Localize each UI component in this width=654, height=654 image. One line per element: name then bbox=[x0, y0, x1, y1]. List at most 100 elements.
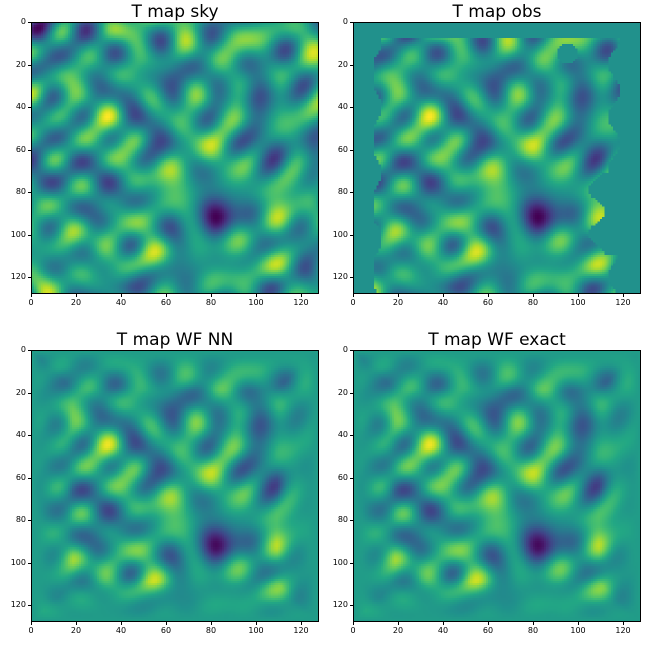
x-tick-mark bbox=[121, 622, 122, 625]
y-tick-label: 20 bbox=[15, 387, 26, 397]
y-tick-mark bbox=[28, 350, 31, 351]
y-tick-mark bbox=[28, 192, 31, 193]
y-tick-mark bbox=[28, 435, 31, 436]
x-tick-mark bbox=[121, 294, 122, 297]
y-tick-mark bbox=[350, 477, 353, 479]
y-tick-mark bbox=[28, 234, 31, 236]
y-tick-label: 40 bbox=[337, 430, 348, 439]
y-tick-mark bbox=[350, 350, 353, 351]
x-tick-label: 0 bbox=[350, 298, 356, 307]
x-tick-label: 120 bbox=[293, 626, 309, 635]
x-tick-label: 100 bbox=[248, 298, 264, 307]
x-tick-label: 0 bbox=[28, 298, 34, 307]
y-tick-label: 0 bbox=[342, 345, 348, 354]
y-tick-mark bbox=[350, 520, 353, 521]
x-tick-mark bbox=[353, 622, 354, 625]
y-tick-label: 100 bbox=[10, 557, 26, 567]
x-tick-label: 40 bbox=[437, 298, 449, 307]
y-tick-mark bbox=[350, 277, 353, 278]
x-tick-mark bbox=[578, 622, 579, 625]
y-tick-label: 120 bbox=[10, 272, 26, 281]
x-tick-mark bbox=[256, 622, 257, 625]
x-tick-mark bbox=[623, 622, 624, 625]
y-tick-mark bbox=[28, 520, 31, 521]
y-tick-label: 40 bbox=[15, 430, 26, 439]
x-tick-label: 40 bbox=[115, 626, 127, 635]
temperature-map-wfnn bbox=[31, 350, 319, 622]
x-tick-label: 20 bbox=[392, 298, 404, 307]
x-tick-mark bbox=[166, 294, 167, 297]
x-tick-mark bbox=[488, 294, 489, 297]
x-tick-label: 80 bbox=[527, 298, 539, 307]
panel-title-obs: T map obs bbox=[452, 2, 542, 22]
y-tick-mark bbox=[350, 64, 353, 66]
y-tick-mark bbox=[350, 435, 353, 436]
y-tick-label: 60 bbox=[337, 144, 348, 154]
x-tick-mark bbox=[623, 294, 624, 297]
x-tick-mark bbox=[211, 622, 212, 625]
x-tick-label: 0 bbox=[28, 626, 34, 635]
y-tick-label: 20 bbox=[337, 387, 348, 397]
x-tick-label: 60 bbox=[160, 298, 172, 307]
y-tick-mark bbox=[28, 149, 31, 151]
x-tick-label: 40 bbox=[437, 626, 449, 635]
x-tick-mark bbox=[301, 294, 302, 297]
x-tick-label: 20 bbox=[70, 626, 82, 635]
y-tick-mark bbox=[350, 192, 353, 193]
y-tick-label: 100 bbox=[10, 229, 26, 239]
y-tick-label: 20 bbox=[15, 59, 26, 69]
y-tick-label: 0 bbox=[20, 345, 26, 354]
y-tick-mark bbox=[350, 234, 353, 236]
x-tick-mark bbox=[353, 294, 354, 297]
x-tick-mark bbox=[398, 622, 399, 625]
x-tick-mark bbox=[256, 294, 257, 297]
y-tick-label: 80 bbox=[15, 515, 26, 524]
x-tick-label: 20 bbox=[392, 626, 404, 635]
y-tick-label: 120 bbox=[332, 600, 348, 609]
x-tick-label: 80 bbox=[205, 298, 217, 307]
x-tick-label: 100 bbox=[570, 298, 586, 307]
x-tick-label: 40 bbox=[115, 298, 127, 307]
x-tick-mark bbox=[578, 294, 579, 297]
y-tick-mark bbox=[350, 107, 353, 108]
y-tick-label: 80 bbox=[337, 187, 348, 196]
y-tick-label: 40 bbox=[15, 102, 26, 111]
y-tick-mark bbox=[28, 277, 31, 278]
y-tick-mark bbox=[28, 107, 31, 108]
x-tick-label: 60 bbox=[160, 626, 172, 635]
y-tick-label: 60 bbox=[337, 472, 348, 482]
x-tick-label: 80 bbox=[205, 626, 217, 635]
y-tick-mark bbox=[28, 392, 31, 394]
x-tick-mark bbox=[166, 622, 167, 625]
y-tick-mark bbox=[350, 392, 353, 394]
panel-title-wfexact: T map WF exact bbox=[428, 330, 566, 350]
x-tick-label: 0 bbox=[350, 626, 356, 635]
y-tick-label: 80 bbox=[337, 515, 348, 524]
y-tick-label: 80 bbox=[15, 187, 26, 196]
y-tick-mark bbox=[350, 605, 353, 606]
y-tick-label: 20 bbox=[337, 59, 348, 69]
x-tick-mark bbox=[443, 294, 444, 297]
temperature-map-obs bbox=[353, 22, 641, 294]
x-tick-mark bbox=[488, 622, 489, 625]
y-tick-label: 60 bbox=[15, 472, 26, 482]
x-tick-mark bbox=[533, 622, 534, 625]
x-tick-label: 80 bbox=[527, 626, 539, 635]
y-tick-label: 60 bbox=[15, 144, 26, 154]
y-tick-mark bbox=[28, 64, 31, 66]
x-tick-mark bbox=[443, 622, 444, 625]
x-tick-label: 120 bbox=[293, 298, 309, 307]
x-tick-label: 20 bbox=[70, 298, 82, 307]
x-tick-mark bbox=[533, 294, 534, 297]
y-tick-mark bbox=[350, 22, 353, 23]
x-tick-mark bbox=[301, 622, 302, 625]
y-tick-mark bbox=[28, 562, 31, 564]
y-tick-mark bbox=[350, 149, 353, 151]
x-tick-label: 100 bbox=[248, 626, 264, 635]
x-tick-mark bbox=[76, 622, 77, 625]
y-tick-mark bbox=[350, 562, 353, 564]
y-tick-mark bbox=[28, 22, 31, 23]
y-tick-mark bbox=[28, 477, 31, 479]
x-tick-label: 100 bbox=[570, 626, 586, 635]
x-tick-mark bbox=[31, 622, 32, 625]
